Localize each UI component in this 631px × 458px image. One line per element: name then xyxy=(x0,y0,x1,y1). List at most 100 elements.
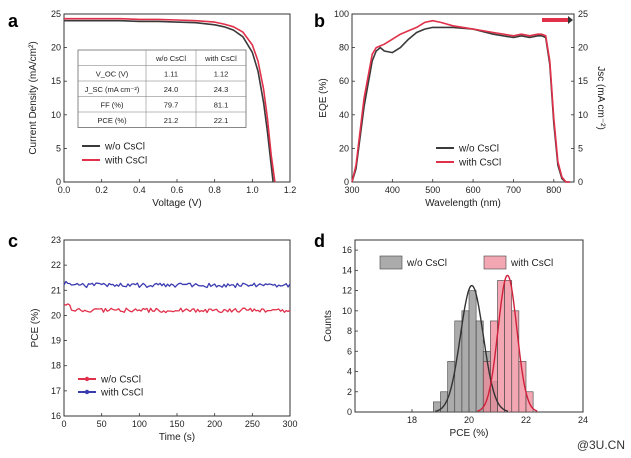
y-tick-label: 17 xyxy=(51,386,61,396)
series-line xyxy=(63,280,291,289)
panel-a-jv-chart: 0.0 0.2 0.4 0.6 0.8 1.0 1.2 0 5 10 15 20 25 Voltage (… xyxy=(28,9,296,209)
table-cell: FF (%) xyxy=(101,101,124,110)
plot-frame xyxy=(63,239,291,417)
x-tick-label: 300 xyxy=(282,419,297,429)
x-axis-title: Voltage (V) xyxy=(152,198,201,209)
x-tick-label: 0.6 xyxy=(171,185,184,195)
series-line xyxy=(351,19,570,183)
y-axis-title: PCE (%) xyxy=(30,309,41,348)
y-right-tick-label: 25 xyxy=(578,9,588,19)
table-cell: 81.1 xyxy=(214,101,229,110)
x-tick-label: 0.8 xyxy=(208,185,221,195)
table-cell: 1.12 xyxy=(214,70,229,79)
x-tick-label: 1.0 xyxy=(246,185,259,195)
panel-b-eqe-chart: 300 400 500 600 700 800020406080100Wavelength… xyxy=(318,9,606,209)
x-tick-label: 100 xyxy=(132,419,147,429)
legend-marker xyxy=(84,376,90,382)
legend-label: w/o CsCl xyxy=(406,258,447,269)
x-tick-label: 0.2 xyxy=(95,185,108,195)
table-cell: J_SC (mA cm⁻²) xyxy=(85,85,140,94)
y-tick-label: 18 xyxy=(51,361,61,371)
series-line xyxy=(64,19,274,183)
y-tick-label: 2 xyxy=(347,387,352,397)
legend-swatch xyxy=(379,255,403,270)
y-tick-label: 5 xyxy=(56,143,61,153)
histogram-bar xyxy=(475,320,484,413)
params-table xyxy=(77,49,247,128)
y-tick-label: 0 xyxy=(347,407,352,417)
panel-c-stability-chart: 0 50 100 150 200 250 300 16 17 18 19 20 21 22 23 Time (… xyxy=(30,235,298,443)
y-tick-label: 12 xyxy=(342,286,352,296)
legend-label: w/o CsCl xyxy=(458,144,499,155)
y-tick-label: 25 xyxy=(51,9,61,19)
legend-label: with CsCl xyxy=(104,156,147,167)
y-tick-label: 20 xyxy=(51,310,61,320)
y-right-tick-label: 0 xyxy=(578,177,583,187)
panel-label-c: c xyxy=(8,231,18,251)
table-cell: V_OC (V) xyxy=(96,70,129,79)
legend-label: with CsCl xyxy=(100,388,143,399)
table-cell: PCE (%) xyxy=(97,116,127,125)
y-tick-label: 14 xyxy=(342,265,352,275)
x-tick-label: 0.0 xyxy=(58,185,71,195)
y-right-tick-label: 15 xyxy=(578,76,588,86)
x-tick-label: 1.2 xyxy=(284,185,297,195)
x-tick-label: 250 xyxy=(245,419,260,429)
x-tick-label: 150 xyxy=(169,419,184,429)
table-cell: 1.11 xyxy=(164,70,178,79)
y-tick-label: 20 xyxy=(51,43,61,53)
y-axis-title: EQE (%) xyxy=(318,78,329,117)
y-tick-label: 0 xyxy=(56,177,61,187)
histogram-bar xyxy=(504,280,513,413)
jsc-arrow-head xyxy=(568,16,573,24)
histogram-bar xyxy=(468,290,477,413)
legend-label: w/o CsCl xyxy=(104,142,145,153)
histogram-bar xyxy=(518,361,527,413)
x-tick-label: 600 xyxy=(466,185,481,195)
panel-label-d: d xyxy=(314,231,325,251)
x-tick-label: 18 xyxy=(407,415,417,425)
y-right-tick-label: 10 xyxy=(578,110,588,120)
y-tick-label: 22 xyxy=(51,260,61,270)
x-tick-label: 300 xyxy=(344,185,359,195)
legend-label: with CsCl xyxy=(458,158,501,169)
histogram-bar xyxy=(461,310,470,413)
x-axis-title: Wavelength (nm) xyxy=(425,198,501,209)
table-cell: w/o CsCl xyxy=(155,54,186,63)
series-line xyxy=(63,303,291,314)
y-right-tick-label: 20 xyxy=(578,43,588,53)
table-cell: 22.1 xyxy=(214,116,229,125)
y-tick-label: 60 xyxy=(339,76,349,86)
y-tick-label: 19 xyxy=(51,336,61,346)
y-tick-label: 15 xyxy=(51,76,61,86)
y-tick-label: 80 xyxy=(339,43,349,53)
y-tick-label: 100 xyxy=(334,9,349,19)
x-tick-label: 20 xyxy=(464,415,474,425)
x-tick-label: 800 xyxy=(546,185,561,195)
y-tick-label: 20 xyxy=(339,143,349,153)
x-tick-label: 200 xyxy=(207,419,222,429)
legend-label: with CsCl xyxy=(510,258,553,269)
panel-label-a: a xyxy=(8,11,19,31)
histogram-bar xyxy=(511,310,520,413)
table-cell: 21.2 xyxy=(164,116,179,125)
legend-label: w/o CsCl xyxy=(100,375,141,386)
watermark: @3U.CN xyxy=(576,438,625,452)
y-tick-label: 10 xyxy=(342,306,352,316)
series-line xyxy=(64,17,276,183)
legend-swatch xyxy=(483,255,507,270)
x-tick-label: 50 xyxy=(97,419,107,429)
y-axis-title: Counts xyxy=(323,310,334,342)
x-tick-label: 400 xyxy=(385,185,400,195)
y-right-tick-label: 5 xyxy=(578,143,583,153)
gaussian-fit-curve xyxy=(477,274,538,412)
y-tick-label: 4 xyxy=(347,367,352,377)
y-tick-label: 0 xyxy=(344,177,349,187)
x-tick-label: 22 xyxy=(521,415,531,425)
legend-marker xyxy=(84,389,90,395)
y-tick-label: 6 xyxy=(347,346,352,356)
y-tick-label: 16 xyxy=(342,245,352,255)
x-tick-label: 500 xyxy=(425,185,440,195)
gaussian-fit-curve xyxy=(435,284,509,412)
